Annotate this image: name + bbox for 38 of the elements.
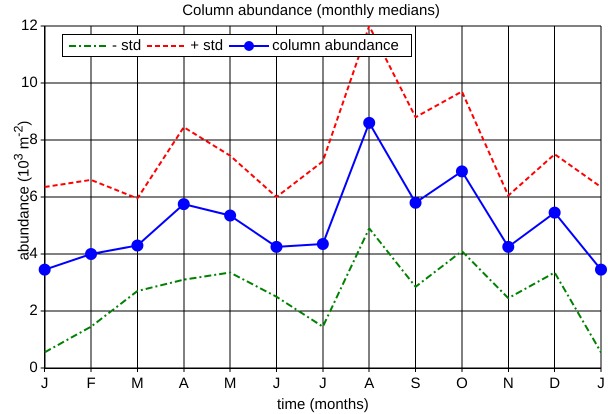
x-tick-label: O (456, 375, 468, 392)
point (316, 238, 329, 250)
x-axis-title: time (months) (277, 396, 369, 414)
y-tick-label: 0 (29, 359, 38, 376)
legend-label: + std (190, 37, 224, 54)
x-tick-label: F (86, 375, 96, 392)
y-tick-label: 10 (20, 74, 38, 92)
point (456, 165, 468, 178)
point (548, 206, 561, 219)
point (410, 196, 422, 209)
x-tick-label: J (40, 375, 48, 392)
x-tick-label: M (224, 375, 236, 392)
y-tick-label: 6 (29, 188, 38, 206)
point (224, 210, 236, 222)
point (178, 198, 190, 210)
x-tick-label: S (410, 375, 421, 392)
y-tick-label: 12 (20, 17, 38, 34)
point (270, 240, 282, 253)
x-tick-label: A (364, 375, 374, 392)
point (502, 240, 514, 253)
x-tick-label: J (272, 375, 280, 392)
x-tick-label: J (319, 375, 327, 392)
chart-title: Column abundance (monthly medians) (182, 2, 440, 20)
point (363, 116, 376, 129)
point (85, 248, 98, 260)
x-tick-label: A (178, 375, 189, 392)
x-tick-label: D (549, 375, 560, 392)
line-series (44, 227, 602, 354)
legend-label: column abundance (272, 37, 399, 54)
point (131, 239, 144, 252)
y-tick-label: 2 (29, 302, 38, 320)
x-tick-label: J (597, 375, 605, 392)
x-tick-label: M (131, 375, 144, 392)
point (595, 264, 607, 276)
legend-label: - std (112, 37, 142, 54)
point (38, 264, 51, 276)
y-tick-label: 8 (29, 131, 38, 148)
x-tick-label: N (502, 375, 514, 392)
